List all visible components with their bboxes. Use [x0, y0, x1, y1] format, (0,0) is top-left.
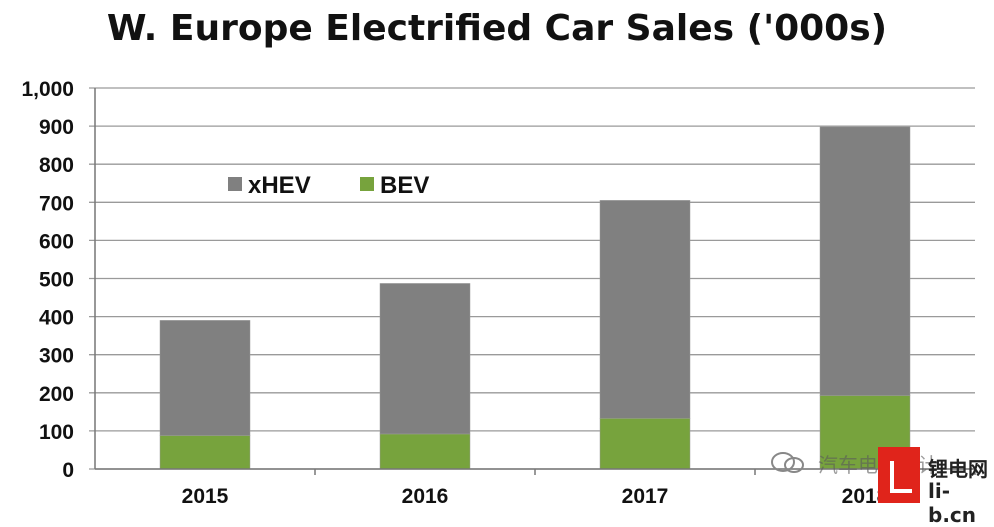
- x-tick-labels: 2015 2016 2017 2018: [182, 485, 889, 508]
- y-tick-label: 600: [39, 230, 74, 253]
- legend-label-xhev: xHEV: [248, 172, 311, 199]
- y-tick-label: 0: [62, 459, 74, 482]
- chart-title: W. Europe Electrified Car Sales ('000s): [106, 8, 888, 49]
- y-tick-label: 300: [39, 345, 74, 368]
- legend: xHEV BEV: [228, 172, 429, 199]
- x-tick-label: 2016: [402, 485, 449, 508]
- x-tick-label: 2015: [182, 485, 229, 508]
- y-tick-label: 500: [39, 269, 74, 292]
- bar-xhev-2017: [599, 200, 691, 419]
- watermark-url: li-b.cn: [928, 479, 977, 527]
- watermark: 汽车电子设计 锂电网 li-b.cn: [760, 445, 990, 527]
- x-tick-label: 2018: [842, 485, 889, 508]
- x-tick-label: 2017: [622, 485, 669, 508]
- y-tick-label: 100: [39, 421, 74, 444]
- bars: [159, 126, 911, 470]
- y-tick-label: 800: [39, 154, 74, 177]
- y-tick-label: 900: [39, 116, 74, 139]
- watermark-logo: [878, 447, 920, 503]
- y-tick-label: 200: [39, 383, 74, 406]
- bar-bev-2017: [599, 418, 691, 470]
- bar-bev-2015: [159, 435, 251, 470]
- bar-xhev-2016: [379, 283, 471, 435]
- legend-swatch-bev: [360, 177, 374, 191]
- legend-label-bev: BEV: [380, 172, 429, 199]
- y-tick-label: 700: [39, 192, 74, 215]
- y-tick-labels: 0 100 200 300 400 500 600 700 800 900 1,000: [21, 78, 74, 482]
- legend-swatch-xhev: [228, 177, 242, 191]
- y-tick-label: 1,000: [21, 78, 74, 101]
- y-tick-label: 400: [39, 307, 74, 330]
- bar-xhev-2015: [159, 320, 251, 436]
- axes: [94, 88, 976, 475]
- bar-xhev-2018: [819, 126, 911, 396]
- watermark-site-name: 锂电网: [928, 457, 988, 481]
- wechat-icon: [771, 452, 804, 473]
- bar-bev-2016: [379, 433, 471, 470]
